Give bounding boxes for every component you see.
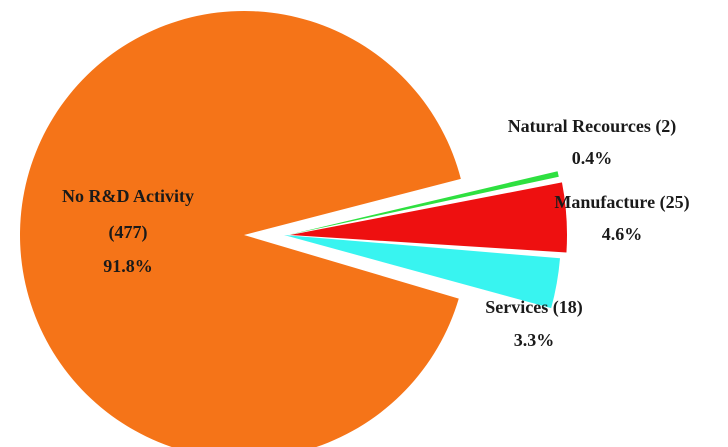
- label-natural-name: Natural Recources (2): [508, 116, 677, 137]
- label-manufacture-name: Manufacture (25): [554, 192, 689, 213]
- label-services-name: Services (18): [485, 297, 582, 318]
- label-services-percent: 3.3%: [514, 330, 555, 350]
- label-natural-percent: 0.4%: [572, 148, 613, 168]
- pie-slices: [20, 11, 568, 447]
- label-no-rd-count: (477): [109, 222, 148, 243]
- label-no-rd-percent: 91.8%: [103, 256, 153, 276]
- slice-services: [284, 235, 561, 309]
- label-manufacture: Manufacture (25) 4.6%: [554, 192, 689, 244]
- label-no-rd-activity: No R&D Activity (477) 91.8%: [62, 186, 194, 276]
- label-natural-resources: Natural Recources (2) 0.4%: [508, 116, 677, 168]
- label-manufacture-percent: 4.6%: [602, 224, 643, 244]
- label-services: Services (18) 3.3%: [485, 297, 582, 350]
- slice-manufacture: [290, 182, 568, 253]
- label-no-rd-name: No R&D Activity: [62, 186, 194, 206]
- slice-natural-resources: [288, 171, 559, 235]
- slice-no-rd-activity: [20, 11, 461, 447]
